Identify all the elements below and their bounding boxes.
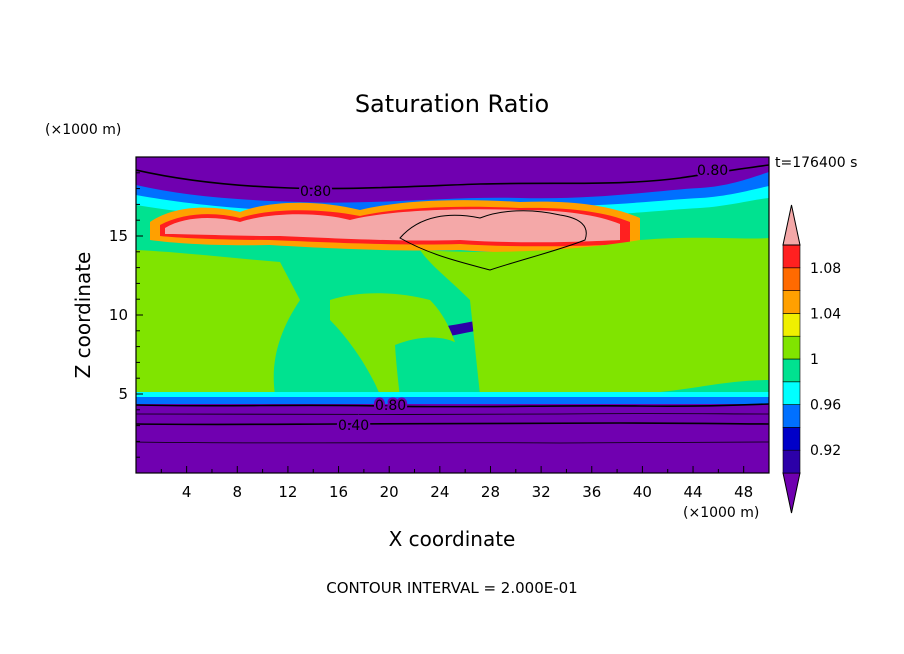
x-tick-label: 32	[532, 483, 551, 501]
contour-thin-2	[136, 441, 769, 444]
contour-interval-footer: CONTOUR INTERVAL = 2.000E-01	[326, 579, 577, 597]
contour-label: 0.80	[300, 184, 331, 200]
region-lower-dry	[136, 400, 769, 473]
time-label: t=176400 s	[775, 155, 857, 171]
colorbar-tick-label: 1.04	[810, 306, 841, 322]
x-tick-label: 12	[278, 483, 297, 501]
colorbar-tick-label: 1	[810, 352, 819, 368]
colorbar-segment	[782, 427, 801, 451]
y-tick-label: 5	[118, 385, 128, 403]
x-tick-label: 16	[329, 483, 348, 501]
x-tick-label: 36	[582, 483, 601, 501]
cool-wedge-center	[395, 337, 472, 398]
y-tick-label: 15	[109, 227, 128, 245]
x-tick-label: 8	[233, 483, 243, 501]
colorbar-tick-label: 1.08	[810, 261, 841, 277]
colorbar-segment	[782, 358, 801, 383]
colorbar-segment	[782, 244, 801, 269]
x-tick-label: 40	[633, 483, 652, 501]
colorbar-segment	[782, 335, 801, 360]
colorbar-segment	[782, 449, 801, 474]
y-axis: 5 10 15	[109, 172, 143, 458]
colorbar-segment	[782, 313, 801, 337]
chart-title: Saturation Ratio	[355, 90, 549, 118]
colorbar: 0.92 0.96 1 1.04 1.08	[782, 204, 841, 514]
band-pink	[165, 209, 620, 243]
y-axis-label: Z coordinate	[71, 252, 95, 379]
contour-labels: 0.80 0.80 0.80 0.40	[298, 161, 730, 436]
y-tick-label: 10	[109, 306, 128, 324]
contour-label: 0.80	[697, 163, 728, 179]
x-tick-label: 4	[182, 483, 192, 501]
x-axis: 4 8 12 16 20 24 28 32 36 40 44 48	[160, 466, 753, 501]
plot-area	[136, 157, 769, 473]
colorbar-upper-triangle	[782, 204, 801, 246]
x-tick-label: 28	[481, 483, 500, 501]
boundary-strip-upper	[136, 392, 769, 397]
y-unit-label: (×1000 m)	[45, 122, 121, 138]
contour-label: 0.80	[375, 398, 406, 414]
colorbar-tick-label: 0.92	[810, 443, 841, 459]
colorbar-segment	[782, 404, 801, 428]
x-tick-label: 48	[734, 483, 753, 501]
x-axis-label: X coordinate	[389, 527, 516, 551]
moist-band-left	[136, 250, 300, 395]
colorbar-lower-triangle	[782, 472, 801, 514]
boundary-strip	[136, 395, 769, 404]
contour-moist-core	[399, 210, 587, 271]
colorbar-segment	[782, 290, 801, 314]
contour-080-lower	[136, 403, 769, 408]
moist-band-right	[420, 237, 769, 397]
contour-label: 0.40	[338, 418, 369, 434]
colorbar-tick-label: 0.96	[810, 398, 841, 414]
colorbar-segment	[782, 267, 801, 291]
contour-040	[136, 422, 769, 426]
contour-thin-1	[136, 413, 769, 415]
x-tick-label: 20	[380, 483, 399, 501]
contour-080-upper	[136, 164, 769, 190]
x-tick-label: 24	[430, 483, 449, 501]
colorbar-segment	[782, 381, 801, 405]
x-unit-label: (×1000 m)	[683, 505, 759, 521]
x-tick-label: 44	[683, 483, 702, 501]
